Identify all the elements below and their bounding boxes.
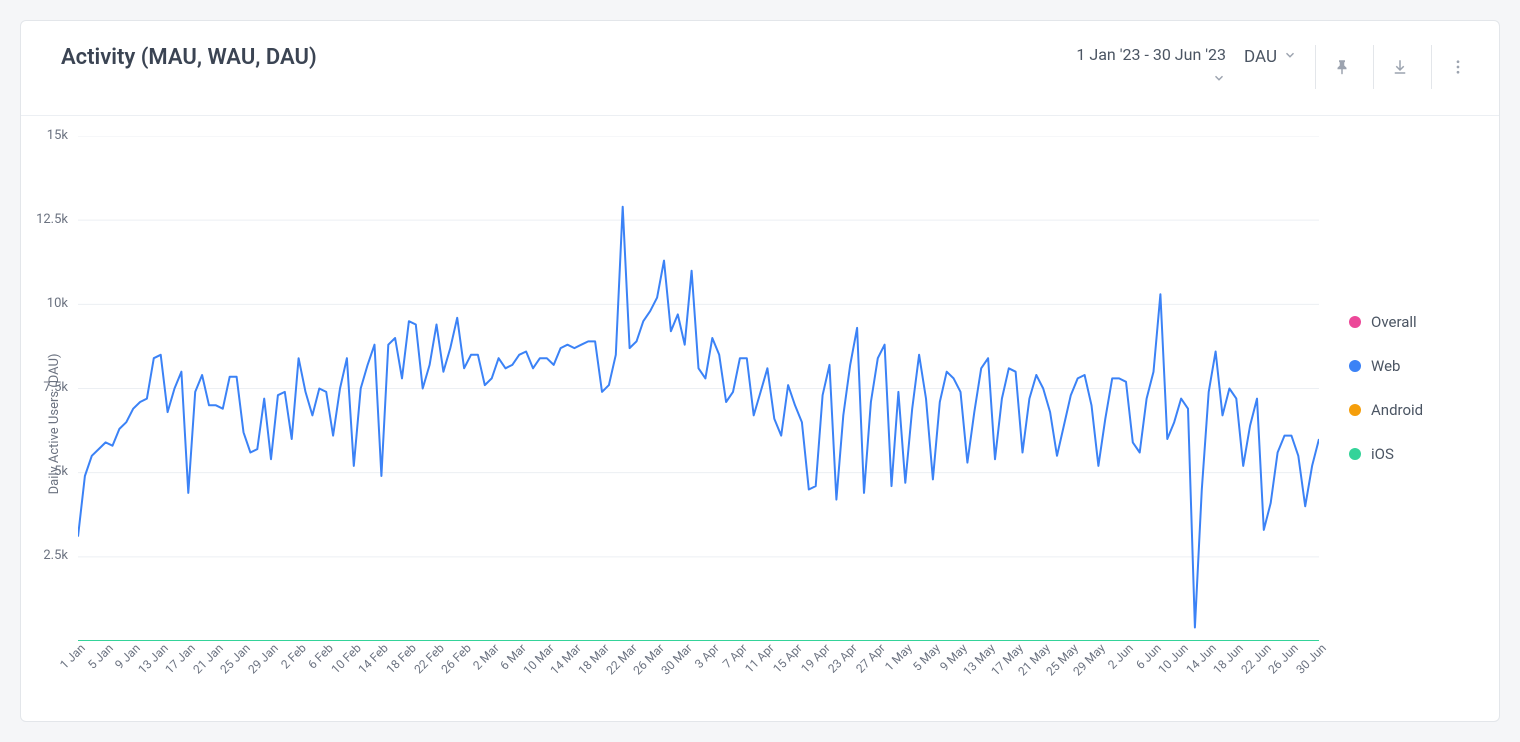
legend-label: Overall [1371, 313, 1417, 331]
chart-legend: Overall Web Android iOS [1319, 136, 1479, 711]
x-tick-label: 26 Jun [1266, 641, 1302, 677]
x-tick-label: 17 Jan [163, 641, 199, 677]
x-tick-label: 2 Feb [278, 641, 309, 672]
chart-series [78, 136, 1319, 641]
date-range-label: 1 Jan '23 - 30 Jun '23 [1076, 45, 1226, 64]
download-button[interactable] [1373, 45, 1413, 89]
x-tick-label: 15 Apr [770, 641, 805, 676]
legend-label: Web [1371, 357, 1400, 375]
date-range-picker[interactable]: 1 Jan '23 - 30 Jun '23 [1076, 45, 1226, 91]
card-title: Activity (MAU, WAU, DAU) [61, 45, 1076, 70]
header-controls: 1 Jan '23 - 30 Jun '23 DAU [1076, 45, 1471, 91]
x-tick-label: 1 May [882, 641, 915, 674]
chart-plot[interactable]: 1 Jan5 Jan9 Jan13 Jan17 Jan21 Jan25 Jan2… [78, 136, 1319, 711]
x-tick-label: 27 Apr [853, 641, 888, 676]
y-tick-label: 5k [54, 464, 68, 479]
legend-swatch [1349, 360, 1361, 372]
legend-swatch [1349, 316, 1361, 328]
chevron-down-icon [1212, 70, 1226, 91]
legend-item-android[interactable]: Android [1349, 401, 1479, 419]
y-tick-label: 2.5k [43, 548, 68, 563]
legend-swatch [1349, 404, 1361, 416]
x-tick-label: 26 Feb [439, 641, 474, 676]
activity-card: Activity (MAU, WAU, DAU) 1 Jan '23 - 30 … [20, 20, 1500, 722]
more-vertical-icon [1449, 58, 1467, 76]
pin-icon [1333, 58, 1351, 76]
download-icon [1391, 58, 1409, 76]
x-tick-label: 10 Feb [328, 641, 363, 676]
x-tick-label: 21 Jan [190, 641, 226, 677]
x-tick-label: 14 Jun [1183, 641, 1219, 677]
card-header: Activity (MAU, WAU, DAU) 1 Jan '23 - 30 … [21, 21, 1499, 116]
y-tick-label: 12.5k [36, 212, 68, 227]
x-tick-label: 29 Jan [245, 641, 281, 677]
x-tick-label: 18 Feb [383, 641, 418, 676]
x-tick-label: 23 Apr [825, 641, 860, 676]
x-axis-labels: 1 Jan5 Jan9 Jan13 Jan17 Jan21 Jan25 Jan2… [78, 641, 1319, 711]
x-tick-label: 22 Feb [411, 641, 446, 676]
metric-dropdown[interactable]: DAU [1244, 45, 1297, 67]
legend-item-ios[interactable]: iOS [1349, 445, 1479, 463]
x-tick-label: 18 Mar [575, 641, 611, 677]
legend-item-overall[interactable]: Overall [1349, 313, 1479, 331]
x-tick-label: 30 Mar [658, 641, 694, 677]
y-tick-label: 7.5k [43, 380, 68, 395]
x-tick-label: 22 Jun [1238, 641, 1274, 677]
chevron-down-icon [1283, 47, 1297, 67]
legend-label: iOS [1371, 445, 1394, 463]
pin-button[interactable] [1315, 45, 1355, 89]
x-tick-label: 5 Jan [85, 641, 116, 672]
x-tick-label: 18 Jun [1211, 641, 1247, 677]
x-tick-label: 13 Jan [135, 641, 171, 677]
metric-selected-label: DAU [1244, 47, 1277, 67]
x-tick-label: 3 Apr [692, 641, 722, 671]
x-tick-label: 10 Jun [1155, 641, 1191, 677]
y-tick-label: 15k [47, 128, 68, 143]
legend-swatch [1349, 448, 1361, 460]
y-axis-ticks: 15k12.5k10k7.5k5k2.5k [68, 136, 78, 711]
x-tick-label: 2 Jun [1105, 641, 1136, 672]
chart-area: Daily Active Users (DAU) 15k12.5k10k7.5k… [21, 116, 1499, 721]
legend-item-web[interactable]: Web [1349, 357, 1479, 375]
y-tick-label: 10k [47, 296, 68, 311]
x-tick-label: 5 May [910, 641, 943, 674]
x-tick-label: 2 Mar [470, 641, 502, 673]
x-tick-label: 11 Apr [743, 641, 778, 676]
x-tick-label: 25 Jan [218, 641, 254, 677]
series-line-web [78, 206, 1319, 627]
legend-label: Android [1371, 401, 1423, 419]
x-tick-label: 19 Apr [798, 641, 833, 676]
x-tick-label: 14 Feb [356, 641, 391, 676]
more-button[interactable] [1431, 45, 1471, 89]
